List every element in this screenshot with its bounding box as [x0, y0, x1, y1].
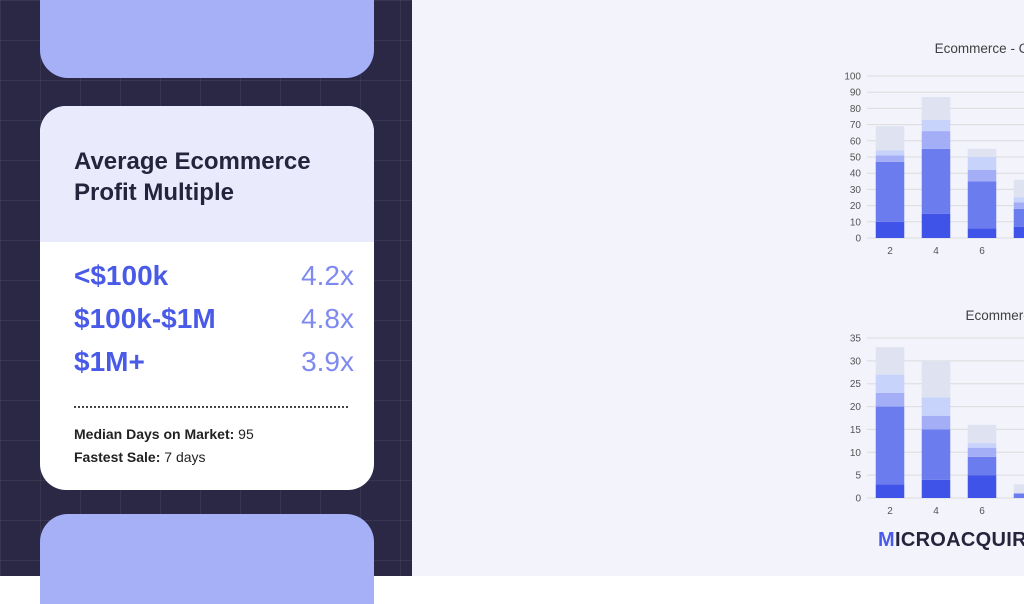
y-tick-label: 70	[850, 120, 862, 131]
bar-segment	[875, 155, 905, 162]
y-tick-label: 10	[850, 448, 862, 459]
stat-value: 4.2x	[301, 260, 354, 291]
stat-value: 3.9x	[301, 346, 354, 377]
decorative-tab-top	[40, 0, 374, 78]
chart-title: Ecommerce - Count of Listings by Profit …	[935, 41, 1024, 56]
bar-segment	[1013, 202, 1024, 209]
y-tick-label: 20	[850, 402, 862, 413]
y-tick-label: 50	[850, 153, 862, 164]
bar-segment	[875, 374, 905, 393]
bar-segment	[921, 415, 951, 430]
bar-segment	[1013, 484, 1024, 494]
stat-label: <$100k	[74, 260, 169, 291]
bar-segment	[1013, 197, 1024, 203]
y-tick-label: 100	[844, 72, 861, 83]
bar-segment	[875, 126, 905, 151]
stat-row: $100k-$1M 4.8x	[74, 303, 354, 343]
bar-segment	[1013, 179, 1024, 198]
stat-label: $1M+	[74, 346, 145, 377]
bar-segment	[921, 131, 951, 149]
fastest-sale-label: Fastest Sale:	[74, 449, 161, 465]
x-tick-label: 4	[933, 246, 939, 257]
bar-segment	[1013, 226, 1024, 238]
bar-segment	[921, 97, 951, 120]
bar-segment	[967, 148, 997, 157]
stat-row: <$100k 4.2x	[74, 260, 354, 300]
card-header: Average Ecommerce Profit Multiple	[40, 106, 374, 242]
bar-segment	[967, 157, 997, 170]
chart-live-on-market: Ecommerce - Count of Listings by Profit …	[844, 41, 1024, 257]
y-tick-label: 30	[850, 356, 862, 367]
y-tick-label: 90	[850, 88, 862, 99]
card-title: Average Ecommerce Profit Multiple	[74, 146, 364, 208]
card-title-line1: Average Ecommerce	[74, 148, 311, 175]
y-tick-label: 30	[850, 185, 862, 196]
bar-segment	[921, 119, 951, 132]
bar-segment	[875, 161, 905, 222]
median-days-line: Median Days on Market: 95	[74, 426, 254, 442]
bar-segment	[967, 443, 997, 448]
bar-segment	[921, 148, 951, 214]
bar-segment	[875, 484, 905, 498]
y-tick-label: 0	[855, 494, 861, 505]
microacquire-logo: MICROACQUIRE	[878, 529, 1024, 551]
median-days-label: Median Days on Market:	[74, 426, 235, 442]
chart-sold: Ecommerce - Count of Listings by Profit …	[850, 308, 1024, 517]
y-tick-label: 80	[850, 104, 862, 115]
bar-segment	[967, 447, 997, 457]
stat-label: $100k-$1M	[74, 303, 216, 334]
bar-segment	[1013, 493, 1024, 498]
decorative-tab-bottom	[40, 514, 374, 604]
left-panel: Average Ecommerce Profit Multiple <$100k…	[0, 0, 412, 604]
bar-segment	[921, 397, 951, 416]
y-tick-label: 10	[850, 217, 862, 228]
bar-segment	[921, 360, 951, 398]
fastest-sale-value: 7 days	[164, 449, 206, 465]
chart-title: Ecommerce - Count of Listings by Profit …	[965, 308, 1024, 323]
stat-value: 4.8x	[301, 303, 354, 334]
bar-segment	[967, 181, 997, 229]
bar-segment	[967, 456, 997, 476]
bar-segment	[875, 347, 905, 375]
median-days-value: 95	[238, 426, 254, 442]
x-tick-label: 2	[887, 506, 893, 517]
y-tick-label: 0	[855, 234, 861, 245]
y-tick-label: 35	[850, 334, 862, 345]
y-tick-label: 60	[850, 136, 862, 147]
y-tick-label: 40	[850, 169, 862, 180]
y-tick-label: 15	[850, 425, 862, 436]
summary-card: Average Ecommerce Profit Multiple <$100k…	[40, 106, 374, 490]
card-title-line2: Profit Multiple	[74, 179, 234, 206]
y-tick-label: 25	[850, 379, 862, 390]
x-tick-label: 2	[887, 246, 893, 257]
bar-segment	[1013, 208, 1024, 227]
x-tick-label: 6	[979, 506, 985, 517]
x-tick-label: 4	[933, 506, 939, 517]
bar-segment	[967, 228, 997, 238]
x-tick-label: 6	[979, 246, 985, 257]
bar-segment	[921, 429, 951, 480]
bar-segment	[967, 475, 997, 498]
bar-segment	[875, 221, 905, 238]
bar-segment	[921, 213, 951, 238]
bar-segment	[921, 479, 951, 498]
stat-row: $1M+ 3.9x	[74, 346, 354, 386]
bar-segment	[875, 150, 905, 156]
y-tick-label: 5	[855, 471, 861, 482]
bar-segment	[875, 392, 905, 407]
bar-segment	[967, 424, 997, 444]
y-tick-label: 20	[850, 201, 862, 212]
fastest-sale-line: Fastest Sale: 7 days	[74, 449, 206, 465]
bar-segment	[967, 169, 997, 182]
dotted-divider	[74, 406, 348, 408]
bar-segment	[875, 406, 905, 485]
right-panel: Ecommerce - Count of Listings by Profit …	[412, 0, 1024, 576]
